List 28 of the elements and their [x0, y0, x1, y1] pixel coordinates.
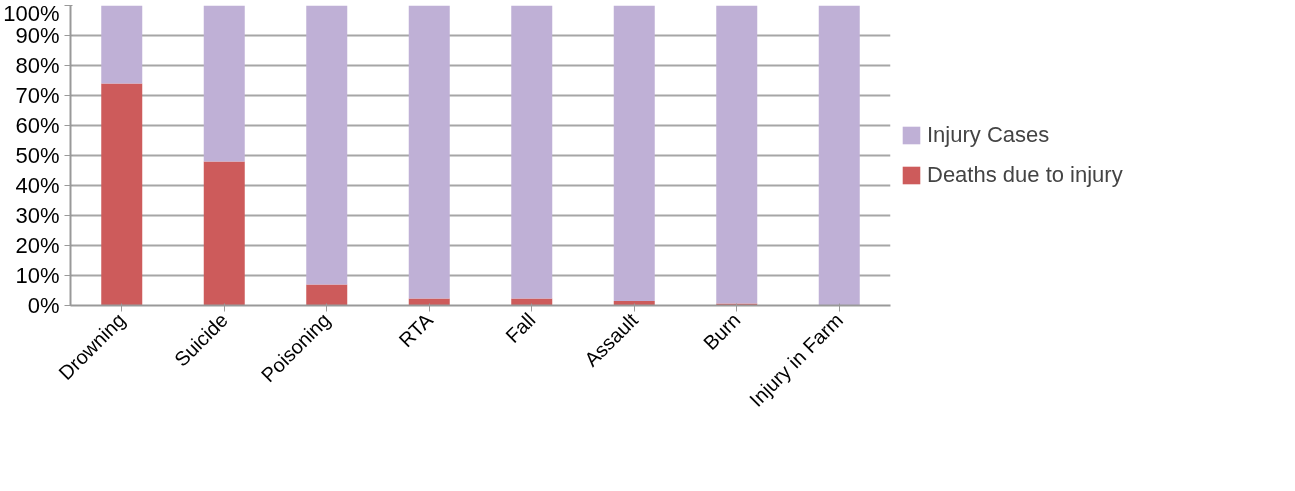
y-tick-label: 40% [15, 173, 60, 198]
bar [716, 5, 758, 304]
bar [408, 5, 450, 299]
bar [613, 5, 655, 301]
y-tick-label: 90% [15, 23, 60, 48]
bar [306, 5, 348, 285]
bar [203, 161, 245, 306]
bar [101, 5, 143, 84]
y-tick-label: 0% [27, 293, 60, 318]
bar [203, 5, 245, 162]
bar [818, 5, 860, 306]
y-tick-label: 100% [3, 0, 60, 26]
y-tick-label: 70% [15, 83, 60, 108]
x-tick-label: Fall [501, 308, 540, 348]
legend-label: Deaths due to injury [927, 162, 1123, 188]
x-tick-label: Burn [699, 308, 745, 355]
bar [716, 303, 758, 306]
y-tick-label: 10% [15, 263, 60, 288]
y-tick-label: 60% [15, 113, 60, 138]
x-tick-label: RTA [394, 308, 438, 352]
legend-label: Injury Cases [927, 122, 1050, 148]
bar [511, 5, 553, 299]
y-tick-label: 20% [15, 233, 60, 258]
bar [101, 83, 143, 306]
y-tick-label: 50% [15, 143, 60, 168]
y-tick-label: 30% [15, 203, 60, 228]
bar [306, 284, 348, 306]
y-tick-label: 80% [15, 53, 60, 78]
